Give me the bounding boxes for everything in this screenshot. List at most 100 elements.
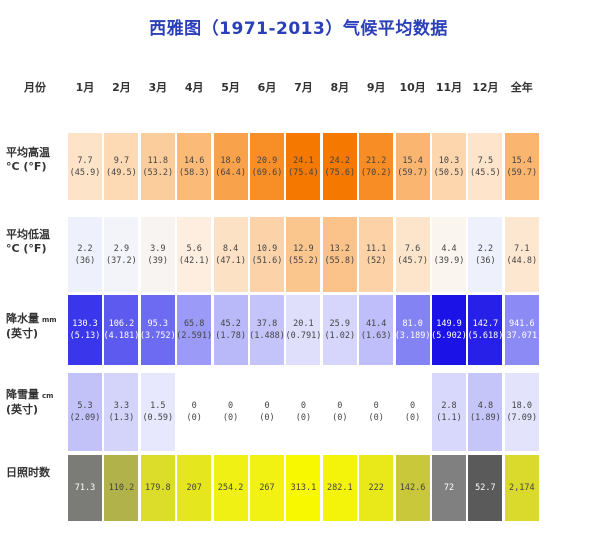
cell-value: 3.3 xyxy=(113,401,130,411)
cell-value: 313.1 xyxy=(290,483,317,493)
row-label-low: 平均低温 °C (°F) xyxy=(6,228,50,256)
cell-value-alt: (5.618) xyxy=(467,331,504,341)
row-label-subtitle: (英寸) xyxy=(6,403,39,416)
cell-value: 0 xyxy=(264,401,270,411)
table-cell: 4.8 (1.89) xyxy=(468,373,503,451)
cell-value-alt: (39.9) xyxy=(433,255,465,266)
header-column: 全年 xyxy=(510,81,533,94)
cell-value-alt: (0) xyxy=(368,413,384,423)
header-column: 3月 xyxy=(148,81,168,94)
cell-value-alt: (1.1) xyxy=(436,413,462,423)
table-cell: 110.2 xyxy=(104,455,139,521)
cell-value-alt: (42.1) xyxy=(178,255,210,266)
table-cell: 11.8 (53.2) xyxy=(140,133,175,200)
table-cell: 7.6 (45.7) xyxy=(395,217,430,292)
table-cell: 222 xyxy=(359,455,394,521)
cell-value: 4.8 xyxy=(477,401,494,411)
cell-value: 222 xyxy=(368,483,384,493)
cell-value-alt: (5.902) xyxy=(431,331,467,341)
table-cell: 11.1 (52) xyxy=(359,217,394,292)
table-cell: 142.6 xyxy=(395,455,430,521)
cell-value-alt: (36) xyxy=(74,255,96,266)
cell-value-alt: (1.63) xyxy=(360,331,392,341)
table-cell: 14.6 (58.3) xyxy=(177,133,212,200)
cell-value-alt: (45.5) xyxy=(470,167,501,178)
table-cell: 106.2 (4.181) xyxy=(103,295,139,365)
cell-value-alt: (0) xyxy=(332,413,348,423)
table-cell: 4.4 (39.9) xyxy=(432,217,466,292)
cell-value-alt: (0.791) xyxy=(285,331,322,341)
table-cell: 52.7 xyxy=(468,455,503,521)
row-unit: mm xyxy=(42,316,57,324)
cell-value-alt: (75.4) xyxy=(288,167,319,178)
cell-value-alt: (3.752) xyxy=(139,331,176,341)
cell-value: 207 xyxy=(186,483,202,493)
cell-value-alt: (39) xyxy=(147,255,169,266)
cell-value: 18.0 xyxy=(220,155,241,166)
row-label-high: 平均高温 °C (°F) xyxy=(6,146,50,174)
row-label-title: 平均高温 xyxy=(6,146,50,159)
cell-value-alt: (55.8) xyxy=(324,255,356,266)
row-label-subtitle: (英寸) xyxy=(6,327,39,340)
table-cell: 72 xyxy=(432,455,466,521)
table-cell: 1.5 (0.59) xyxy=(140,373,175,451)
cell-value: 282.1 xyxy=(327,483,353,493)
cell-value: 0 xyxy=(373,401,379,411)
cell-value-alt: (37.2) xyxy=(106,255,137,266)
cell-value: 24.1 xyxy=(293,155,314,166)
table-cell: 9.7 (49.5) xyxy=(104,133,139,200)
table-cell: 7.1 (44.8) xyxy=(504,217,539,292)
cell-value-alt: (44.8) xyxy=(506,255,538,266)
table-cell: 45.2 (1.78) xyxy=(213,295,248,365)
cell-value-alt: (70.2) xyxy=(360,167,392,178)
cell-value: 18.0 xyxy=(511,401,533,411)
cell-value-alt: (49.5) xyxy=(106,167,137,178)
header-column: 6月 xyxy=(257,81,277,94)
table-cell: 20.9 (69.6) xyxy=(250,133,284,200)
table-cell: 2,174 xyxy=(504,455,539,521)
cell-value: 52.7 xyxy=(475,483,496,493)
cell-value: 11.1 xyxy=(365,243,387,254)
table-cell: 12.9 (55.2) xyxy=(286,217,321,292)
header-column: 10月 xyxy=(399,81,426,94)
cell-value: 106.2 xyxy=(108,319,135,329)
cell-value: 0 xyxy=(300,401,306,411)
table-cell: 8.4 (47.1) xyxy=(213,217,248,292)
table-cell: 18.0 (7.09) xyxy=(504,373,539,451)
table-cell: 0 (0) xyxy=(395,373,430,451)
cell-value: 71.3 xyxy=(74,483,96,493)
table-cell: 41.4 (1.63) xyxy=(359,295,394,365)
cell-value-alt: (53.2) xyxy=(142,167,174,178)
header-column: 1月 xyxy=(75,81,95,94)
cell-value-alt: (0) xyxy=(259,413,275,423)
cell-value-alt: (58.3) xyxy=(178,167,210,178)
row-label-title: 平均低温 xyxy=(6,228,50,241)
cell-value: 179.8 xyxy=(145,483,171,493)
cell-value: 10.9 xyxy=(256,243,278,254)
cell-value: 12.9 xyxy=(293,243,314,254)
cell-value: 254.2 xyxy=(217,483,244,493)
cell-value-alt: (1.488) xyxy=(249,331,285,341)
row-label-title: 降雪量 cm xyxy=(6,388,54,401)
cell-value-alt: (51.6) xyxy=(251,255,283,266)
table-cell: 15.4 (59.7) xyxy=(504,133,539,200)
cell-value: 41.4 xyxy=(365,319,387,329)
table-cell: 267 xyxy=(250,455,284,521)
table-cell: 25.9 (1.02) xyxy=(322,295,357,365)
table-cell: 130.3 (5.13) xyxy=(68,295,102,365)
table-cell: 149.9 (5.902) xyxy=(431,295,467,365)
table-cell: 0 (0) xyxy=(359,373,394,451)
cell-value: 2.9 xyxy=(113,243,130,254)
cell-value: 142.6 xyxy=(399,483,426,493)
table-cell: 3.9 (39) xyxy=(140,217,175,292)
table-cell: 15.4 (59.7) xyxy=(395,133,430,200)
table-cell: 142.7 (5.618) xyxy=(467,295,504,365)
header-column: 4月 xyxy=(184,81,204,94)
cell-value-alt: (0) xyxy=(404,413,421,423)
cell-value-alt: (0.59) xyxy=(142,413,174,423)
cell-value-alt: (7.09) xyxy=(506,413,538,423)
row-label-title: 降水量 mm xyxy=(6,312,57,325)
header-column: 12月 xyxy=(472,81,499,94)
header-column: 5月 xyxy=(221,81,240,94)
cell-value-alt: (0) xyxy=(295,413,312,423)
